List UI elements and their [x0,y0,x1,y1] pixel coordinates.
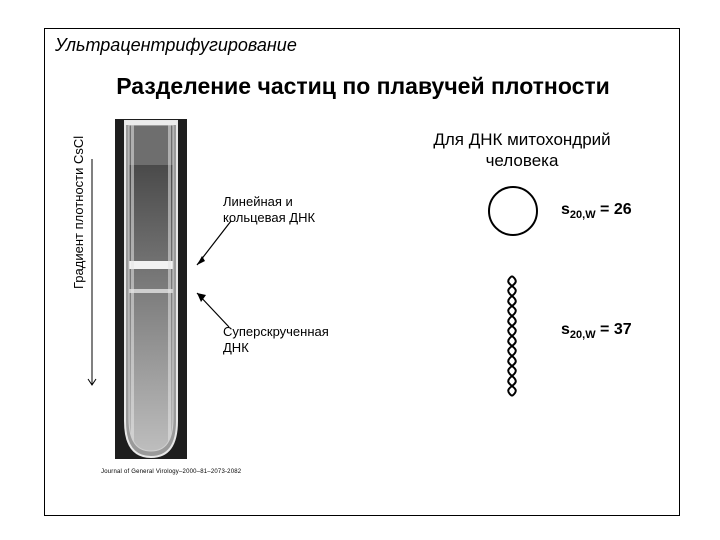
content-frame: Ультрацентрифугирование Разделение части… [44,28,680,516]
right-heading: Для ДНК митохондрий человека [407,129,637,172]
pointer-arrow-1-icon [193,217,239,273]
circular-dna-icon [487,185,539,237]
main-title: Разделение частиц по плавучей плотности [45,73,681,100]
sedimentation-value-2: s20,W = 37 [561,321,632,341]
centrifuge-tube [115,119,187,459]
citation-text: Journal of General Virology–2000–81–2073… [101,469,241,475]
s1-val: 26 [614,201,632,218]
gradient-axis-label: Градиент плотности CsCl [71,136,86,289]
s2-val: 37 [614,321,632,338]
supercoiled-dna-icon [495,274,529,398]
s2-sub: 20,W [570,329,596,341]
gradient-arrow-icon [87,159,97,395]
sedimentation-value-1: s20,W = 26 [561,201,632,221]
section-title: Ультрацентрифугирование [55,35,297,56]
s1-sub: 20,W [570,209,596,221]
slide: Ультрацентрифугирование Разделение части… [0,0,720,540]
pointer-arrow-2-icon [193,289,239,333]
tube-svg [115,119,187,459]
